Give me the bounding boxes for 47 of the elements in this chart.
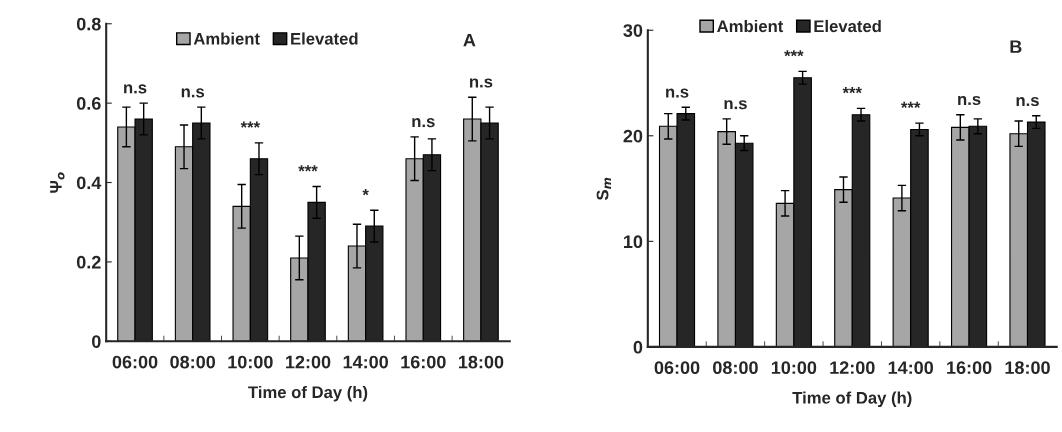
y-axis-title: Ψ$_{o}$ — [50, 172, 65, 193]
x-tick-label: 12:00 — [286, 355, 331, 369]
annotation: n.s — [1016, 96, 1039, 107]
x-tick-label: 06:00 — [112, 355, 158, 369]
x-tick-label: 08:00 — [170, 355, 216, 369]
annotation: A — [463, 33, 476, 47]
y-tick-label: 0.8 — [76, 17, 101, 31]
annotation: *** — [298, 165, 318, 172]
x-axis-title: Time of Day (h) — [248, 385, 368, 402]
y-tick-label: 10 — [624, 235, 643, 249]
y-tick-label: 20 — [623, 129, 643, 143]
y-tick-label: 0.2 — [76, 255, 101, 269]
annotation: *** — [900, 101, 921, 109]
annotation: *** — [240, 121, 261, 128]
x-tick-label: 14:00 — [888, 361, 934, 375]
x-tick-label: 06:00 — [654, 361, 700, 375]
x-tick-label: 08:00 — [713, 361, 758, 375]
y-tick-label: 0.6 — [76, 97, 101, 110]
annotation: n.s — [124, 84, 147, 94]
y-tick-label: 30 — [623, 24, 643, 37]
legend-label: Ambient — [193, 32, 260, 45]
x-tick-label: 18:00 — [1005, 361, 1050, 375]
annotation: n.s — [724, 100, 747, 110]
annotation: *** — [784, 50, 804, 57]
y-tick-label: 0 — [92, 335, 101, 348]
x-tick-label: 16:00 — [401, 355, 446, 369]
annotation: n.s — [469, 78, 493, 88]
annotation: n.s — [181, 88, 205, 98]
x-tick-label: 16:00 — [947, 361, 992, 375]
annotation: n.s — [412, 118, 435, 128]
legend-label: Elevated — [291, 32, 358, 45]
x-tick-label: 12:00 — [830, 361, 875, 375]
annotation: n.s — [958, 95, 981, 106]
x-tick-label: 18:00 — [458, 355, 504, 369]
x-tick-label: 10:00 — [771, 361, 817, 375]
annotation: * — [362, 189, 369, 196]
y-tick-label: 0.4 — [76, 176, 102, 190]
annotation: n.s — [666, 88, 689, 98]
legend-label: Ambient — [717, 19, 784, 33]
annotation: B — [1010, 40, 1022, 53]
x-axis-title: Time of Day (h) — [792, 391, 912, 408]
x-tick-label: 14:00 — [343, 355, 388, 369]
y-tick-label: 0 — [633, 340, 643, 354]
legend-label: Elevated — [814, 19, 881, 33]
y-axis-title: S$_{m}$ — [596, 177, 612, 201]
x-tick-label: 10:00 — [228, 355, 273, 369]
annotation: *** — [842, 87, 862, 94]
